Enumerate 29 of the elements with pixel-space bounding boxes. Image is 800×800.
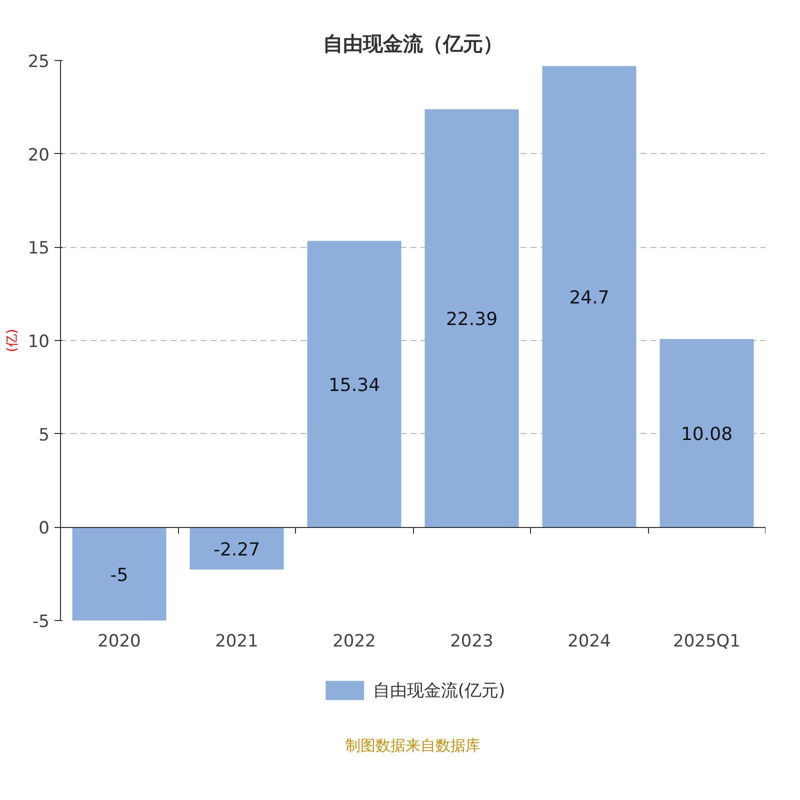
- data-label: 15.34: [328, 374, 380, 396]
- data-label: 10.08: [680, 424, 733, 446]
- y-tick-label: 0: [38, 518, 50, 539]
- bar: [542, 66, 636, 528]
- bar: [660, 339, 754, 528]
- x-tick-label: 2025Q1: [673, 632, 740, 652]
- bar: [307, 240, 402, 528]
- y-axis-title: (亿): [4, 328, 20, 352]
- data-label: 24.7: [569, 288, 610, 309]
- data-label: -5: [110, 564, 128, 586]
- bar: [72, 527, 166, 620]
- y-tick-label: 25: [28, 52, 50, 72]
- x-tick-label: 2023: [450, 632, 494, 652]
- y-tick-label: -5: [32, 612, 50, 632]
- bar: [424, 109, 519, 528]
- data-label: 22.39: [446, 309, 498, 330]
- chart-title: 自由现金流（亿元）: [323, 32, 503, 56]
- y-tick-label: 20: [28, 145, 50, 166]
- x-tick-label: 2024: [568, 632, 611, 652]
- bar: [190, 527, 284, 570]
- x-tick-label: 2022: [332, 632, 376, 652]
- legend-label: 自由现金流(亿元): [372, 680, 506, 702]
- x-tick-label: 2020: [98, 632, 141, 652]
- y-tick-label: 15: [28, 238, 50, 259]
- text: 制图数据来自数据库: [346, 736, 480, 754]
- y-tick-label: 10: [28, 332, 50, 352]
- y-tick-label: 5: [38, 425, 50, 446]
- data-label: -2.27: [213, 539, 260, 560]
- x-tick-label: 2021: [215, 632, 258, 652]
